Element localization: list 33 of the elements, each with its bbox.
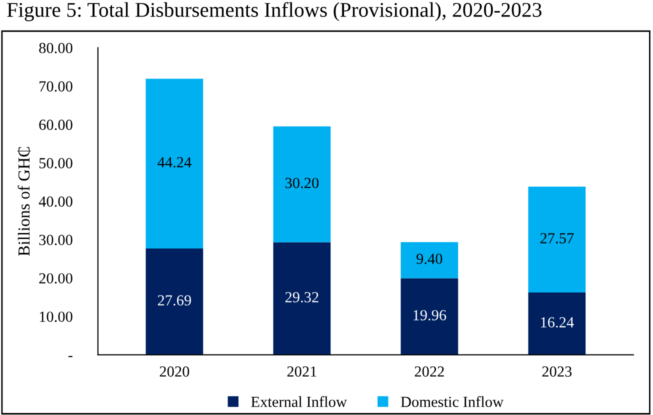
y-tick-label: 40.00 (38, 196, 72, 207)
y-tick-label: 10.00 (40, 312, 72, 322)
bar (400, 278, 458, 355)
y-tick-label: 30.00 (39, 234, 72, 246)
text: 44.24 (158, 157, 192, 168)
bar (273, 242, 331, 355)
y-tick-label: 50.00 (39, 158, 72, 168)
x-tick-label: 2020 (160, 366, 190, 377)
y-tick-label: 20.00 (39, 273, 72, 284)
bar (146, 78, 204, 249)
text: 16.24 (541, 317, 574, 328)
text: 27.69 (158, 295, 192, 306)
text: 19.96 (414, 310, 446, 320)
x-tick-label: 2023 (542, 366, 572, 377)
bar (273, 126, 331, 242)
y-tick-label: 80.00 (39, 42, 72, 54)
legend-label: External Inflow (251, 396, 347, 408)
chart-title: Figure 5: Total Disbursements Inflows (Provisional), 2020-2023 (7, 2, 542, 22)
bar (146, 248, 204, 355)
y-tick-label: 60.00 (39, 120, 72, 130)
legend-label: Domestic Inflow (400, 396, 504, 408)
y-axis-title: Billions of GH₵ (17, 147, 31, 256)
bar (528, 292, 586, 355)
y-tick-label: 70.00 (40, 81, 72, 92)
y-tick-label: - (68, 356, 72, 358)
x-tick-label: 2021 (287, 366, 316, 377)
bar (400, 242, 458, 278)
text: 29.32 (285, 292, 318, 302)
x-tick-label: 2022 (414, 366, 444, 377)
text: 27.57 (540, 233, 574, 244)
bar (528, 186, 586, 292)
text: 30.20 (285, 178, 319, 188)
text: 9.40 (416, 254, 442, 264)
